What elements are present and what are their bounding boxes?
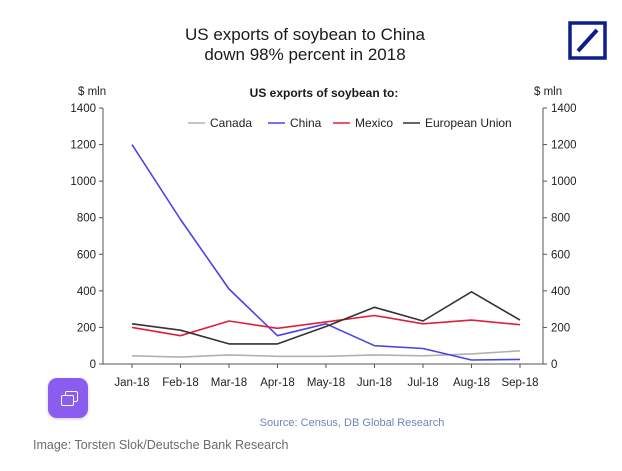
y-tick-label-right: 400 [551, 286, 570, 298]
x-tick-label: Jun-18 [357, 377, 392, 389]
y-tick-label-right: 600 [551, 249, 570, 261]
chart-title-line1: US exports of soybean to China [185, 25, 426, 44]
series-line-canada [131, 350, 521, 358]
legend: Canada China Mexico European Union [188, 116, 512, 130]
y-tick-label-left: 800 [77, 213, 96, 225]
series-line-european-union [131, 290, 521, 345]
y-tick-label-left: 400 [77, 286, 96, 298]
y-tick-label-right: 1400 [551, 103, 577, 115]
y-tick-label-left: 600 [77, 249, 96, 261]
x-tick-label: Sep-18 [501, 377, 538, 389]
y-tick-label-left: 1400 [70, 103, 96, 115]
y-tick-label-left: 0 [90, 359, 96, 371]
x-tick-label: Apr-18 [260, 377, 295, 389]
deutsche-bank-logo [568, 21, 607, 60]
x-tick-label: Aug-18 [453, 377, 490, 389]
y-unit-right: $ mln [534, 86, 562, 98]
x-tick-label: May-18 [307, 377, 345, 389]
y-tick-label-right: 800 [551, 213, 570, 225]
x-tick-label: Jul-18 [407, 377, 438, 389]
axes: 0 0 200 200 400 400 600 600 800 800 1000 1000 1200 12… [70, 103, 576, 389]
copy-button[interactable] [48, 378, 88, 418]
x-tick-label: Feb-18 [162, 377, 198, 389]
y-unit-left: $ mln [78, 86, 106, 98]
y-tick-label-right: 1200 [551, 140, 577, 152]
image-caption: Image: Torsten Slok/Deutsche Bank Resear… [33, 438, 289, 452]
x-tick-label: Mar-18 [211, 377, 247, 389]
y-tick-label-left: 1200 [70, 140, 96, 152]
chart-source: Source: Census, DB Global Research [260, 417, 445, 429]
series-line-china [131, 144, 521, 361]
chart-subtitle: US exports of soybean to: [250, 86, 399, 100]
y-tick-label-right: 0 [551, 359, 557, 371]
series-line-mexico [131, 314, 521, 337]
legend-entry: Canada [210, 116, 252, 130]
y-tick-label-right: 200 [551, 322, 570, 334]
series-lines [131, 144, 521, 361]
legend-entry: European Union [425, 116, 512, 130]
y-tick-label-left: 200 [77, 322, 96, 334]
legend-entry: China [290, 116, 322, 130]
y-tick-label-left: 1000 [70, 176, 96, 188]
legend-entry: Mexico [355, 116, 393, 130]
x-tick-label: Jan-18 [114, 377, 149, 389]
chart-title-line2: down 98% percent in 2018 [204, 45, 405, 64]
y-tick-label-right: 1000 [551, 176, 577, 188]
